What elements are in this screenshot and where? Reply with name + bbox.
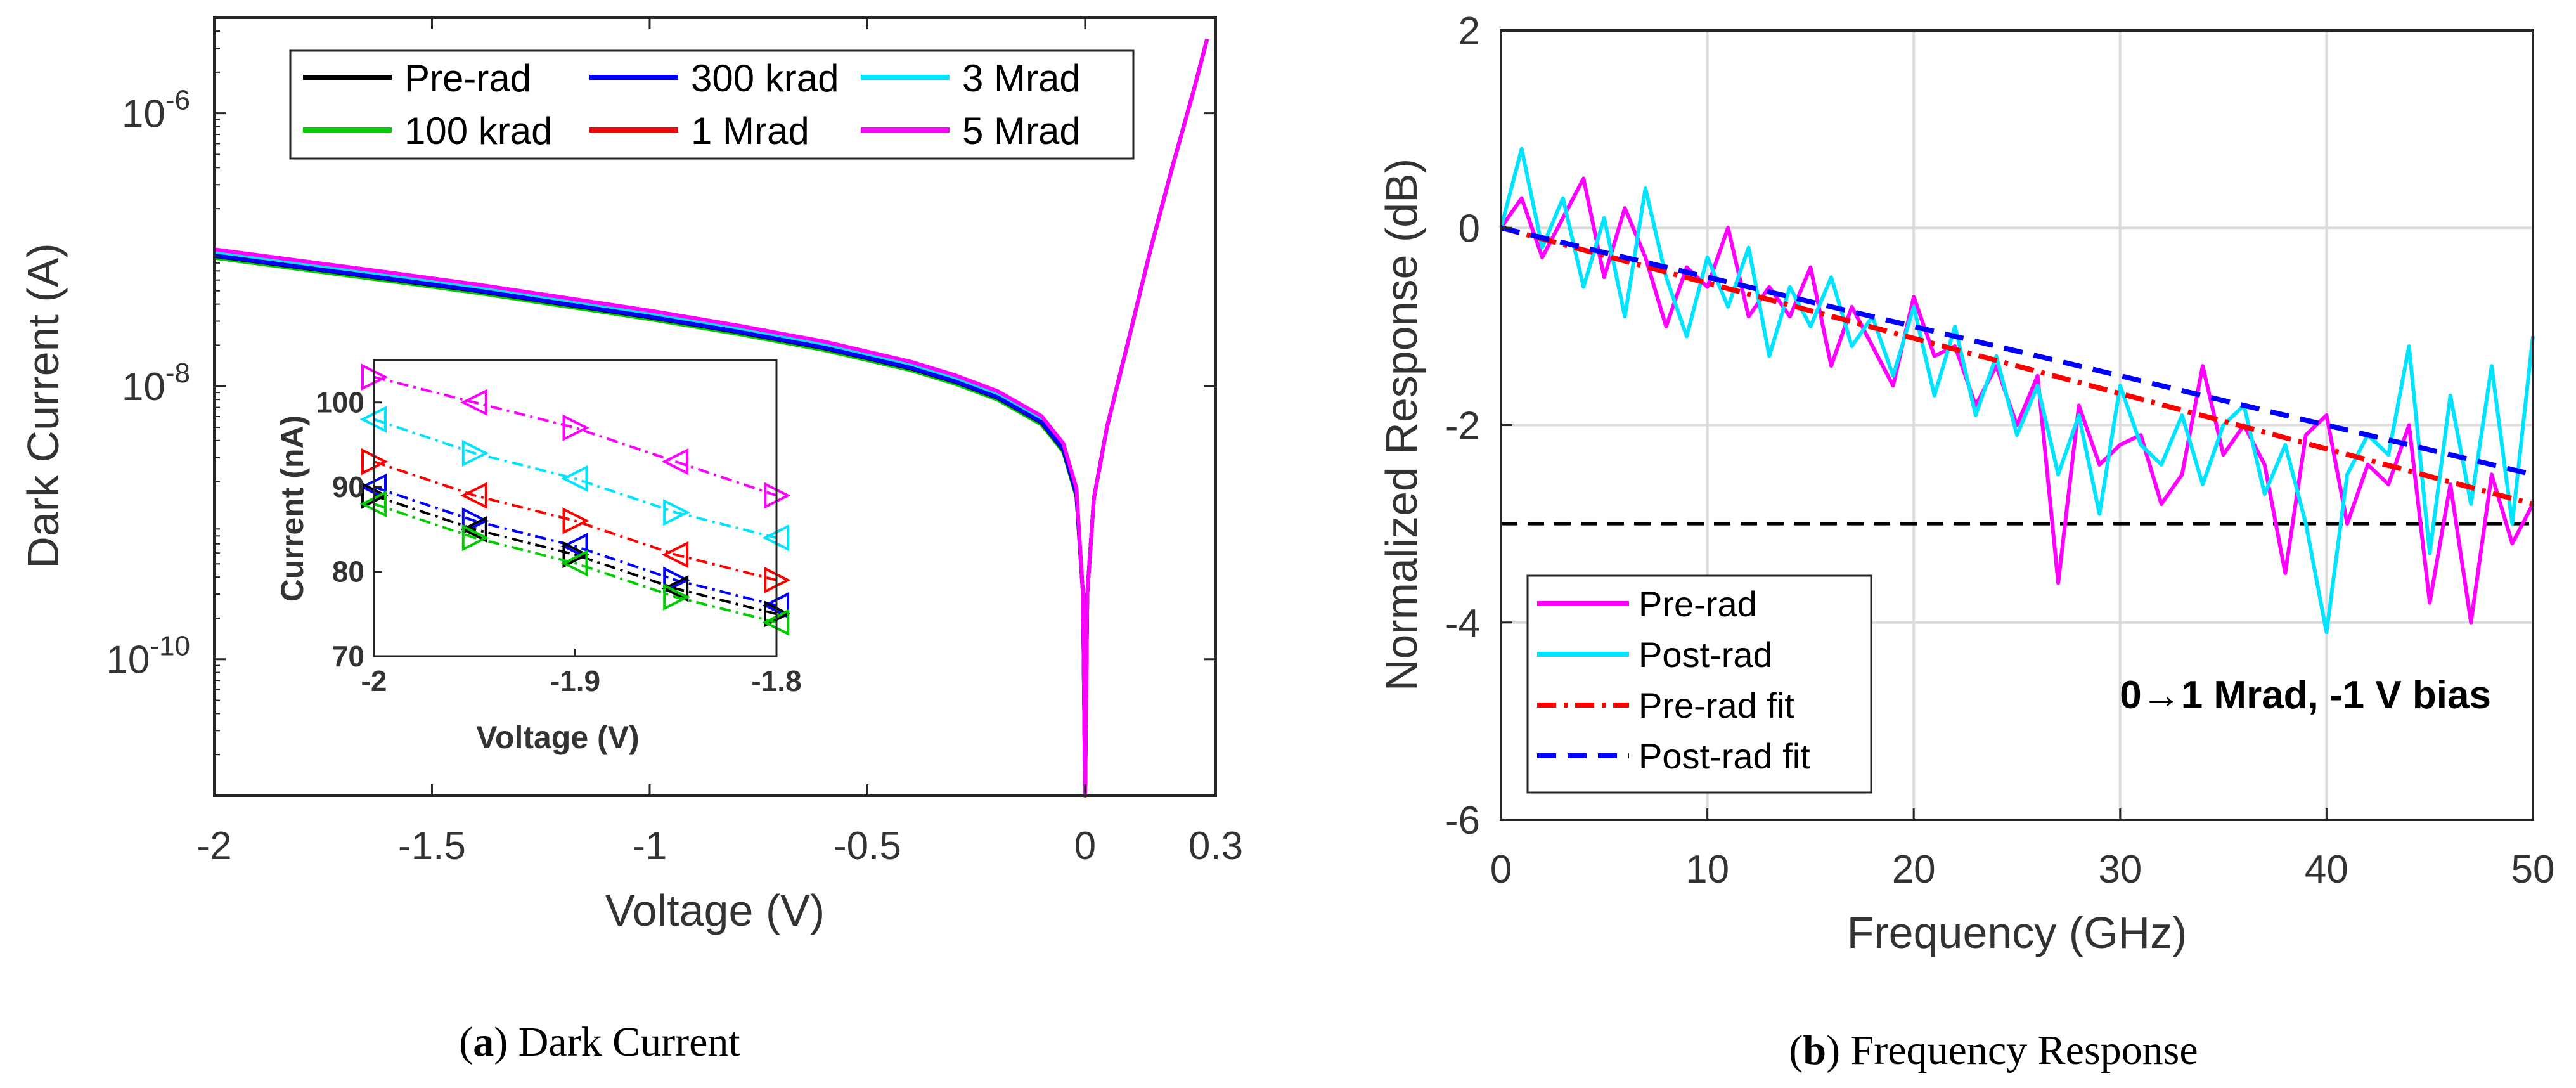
panel-a-x-tick-label: 0.3 <box>1188 824 1243 868</box>
panel-a-inset: -2 -1.9 -1.8 70 80 90 100 Voltage (V) Current… <box>274 359 802 755</box>
panel-b-x-tick-label: 40 <box>2305 848 2348 891</box>
panel-a-x-tick-label: -1.5 <box>398 824 466 868</box>
panel-b-legend-label: Pre-rad fit <box>1639 685 1794 725</box>
panel-a-x-tick-label: -0.5 <box>834 824 901 868</box>
panel-a-legend-label: 5 Mrad <box>962 110 1081 152</box>
panel-a-legend: Pre-rad 300 krad 3 Mrad 100 krad 1 Mrad 5 Mra… <box>289 49 1135 160</box>
inset-data-marker <box>562 414 589 441</box>
inset-data-marker <box>661 541 689 569</box>
inset-x-tick-label: -1.9 <box>550 664 600 697</box>
inset-data-marker <box>663 583 690 611</box>
panel-b-legend: Pre-rad Post-rad Pre-rad fit Post-rad fit <box>1526 574 1872 794</box>
panel-b-y-tick-label: 2 <box>1459 10 1480 53</box>
panel-a-series-line <box>214 38 1209 798</box>
panel-a-caption-text: Dark Current <box>508 1019 740 1065</box>
panel-b-legend-label: Pre-rad <box>1639 584 1757 624</box>
inset-data-marker <box>460 515 487 543</box>
inset-plot-area <box>374 360 776 656</box>
inset-x-axis-label: Voltage (V) <box>476 720 639 755</box>
inset-x-tick-label: -2 <box>361 664 387 697</box>
panel-b-x-tick-label: 10 <box>1685 848 1729 891</box>
panel-a-legend-label: 300 krad <box>691 57 839 100</box>
panel-a-y-tick-label: 10-10 <box>106 631 190 682</box>
inset-y-tick-label: 100 <box>316 386 364 419</box>
inset-series-line <box>373 460 777 581</box>
inset-data-marker <box>461 439 489 467</box>
inset-data-marker <box>561 533 588 560</box>
panel-b-series-line <box>1500 225 2534 477</box>
panel-a-legend-label: 1 Mrad <box>691 110 809 152</box>
panel-b-legend-label: Post-rad fit <box>1639 736 1810 776</box>
inset-data-marker <box>461 524 489 552</box>
inset-series-line <box>373 502 777 624</box>
panel-a-legend-label: 100 krad <box>404 110 553 152</box>
panel-a-curves <box>214 38 1209 798</box>
inset-y-tick-label: 80 <box>332 555 364 588</box>
panel-a-legend-box <box>289 49 1135 160</box>
inset-x-tick-label: -1.8 <box>751 664 801 697</box>
inset-y-tick-label: 90 <box>332 470 364 503</box>
panel-b-x-ticks: 0 10 20 30 40 50 <box>1490 808 2555 891</box>
panel-b-x-tick-label: 20 <box>1892 848 1936 891</box>
panel-a-axes-box <box>213 16 1217 797</box>
panel-b-y-tick-label: -4 <box>1445 602 1480 645</box>
panel-a-caption: (a) Dark Current <box>459 1019 740 1065</box>
panel-a-x-axis-label: Voltage (V) <box>605 886 825 935</box>
inset-series-line <box>373 494 777 616</box>
inset-data-marker <box>663 566 690 594</box>
inset-data-marker <box>461 507 489 534</box>
panel-a-y-tick-label: 10-8 <box>122 358 190 409</box>
panel-b-y-ticks: -6 -4 -2 0 2 <box>1445 10 1512 843</box>
panel-a-x-tick-label: -1 <box>632 824 667 868</box>
inset-data-marker <box>561 465 588 493</box>
inset-data-marker <box>562 541 589 569</box>
inset-data-marker <box>460 389 487 416</box>
panel-a-x-ticks: -2 -1.5 -1 -0.5 0 0.3 <box>196 18 1243 868</box>
inset-data-marker <box>562 507 589 534</box>
inset-y-tick-label: 70 <box>332 640 364 673</box>
panel-b-caption-letter: b <box>1803 1027 1826 1073</box>
panel-a-caption-letter: a <box>473 1019 494 1065</box>
panel-a-legend-label: 3 Mrad <box>962 57 1081 100</box>
panel-a-y-axis-label: Dark Current (A) <box>18 243 68 568</box>
inset-series-line <box>373 486 777 607</box>
panel-b-frequency-response: 0 10 20 30 40 50 -6 -4 -2 0 2 Frequency (GHz) Nor… <box>1377 10 2554 1073</box>
panel-b-series-line <box>1500 225 2534 507</box>
panel-a-x-tick-label: 0 <box>1074 824 1096 868</box>
panel-b-y-tick-label: -6 <box>1445 799 1480 843</box>
panel-b-caption: (b) Frequency Response <box>1789 1027 2198 1073</box>
inset-data-marker <box>661 448 689 476</box>
panel-b-x-tick-label: 30 <box>2098 848 2142 891</box>
inset-data-marker <box>561 549 588 577</box>
inset-y-ticks: 70 80 90 100 <box>316 386 382 673</box>
inset-data-marker <box>663 498 690 526</box>
panel-b-y-tick-label: -2 <box>1445 405 1480 448</box>
inset-x-ticks: -2 -1.9 -1.8 <box>361 649 802 697</box>
inset-data-marker <box>661 575 689 602</box>
panel-b-series <box>1499 146 2535 635</box>
panel-a-x-tick-label: -2 <box>196 824 231 868</box>
panel-b-x-tick-label: 0 <box>1490 848 1512 891</box>
panel-a-y-tick-label: 10-6 <box>122 85 190 136</box>
panel-b-y-axis-label: Normalized Response (dB) <box>1377 159 1426 691</box>
inset-y-axis-label: Current (nA) <box>274 415 310 602</box>
panel-b-y-tick-label: 0 <box>1459 207 1480 250</box>
panel-b-series-line <box>1499 146 2535 635</box>
panel-b-x-axis-label: Frequency (GHz) <box>1847 908 2187 957</box>
panel-b-annotation: 0→1 Mrad, -1 V bias <box>2120 673 2491 717</box>
inset-series-line <box>373 418 777 540</box>
panel-b-x-tick-label: 50 <box>2511 848 2555 891</box>
panel-b-series-line <box>1499 176 2535 625</box>
panel-b-caption-text: Frequency Response <box>1840 1027 2198 1073</box>
panel-a-dark-current: -2 -1.5 -1 -0.5 0 0.3 10-10 10-8 10-6 Voltage (… <box>18 16 1243 1065</box>
inset-data-marker <box>460 482 487 509</box>
panel-a-legend-label: Pre-rad <box>404 57 531 100</box>
panel-b-legend-label: Post-rad <box>1639 635 1773 675</box>
